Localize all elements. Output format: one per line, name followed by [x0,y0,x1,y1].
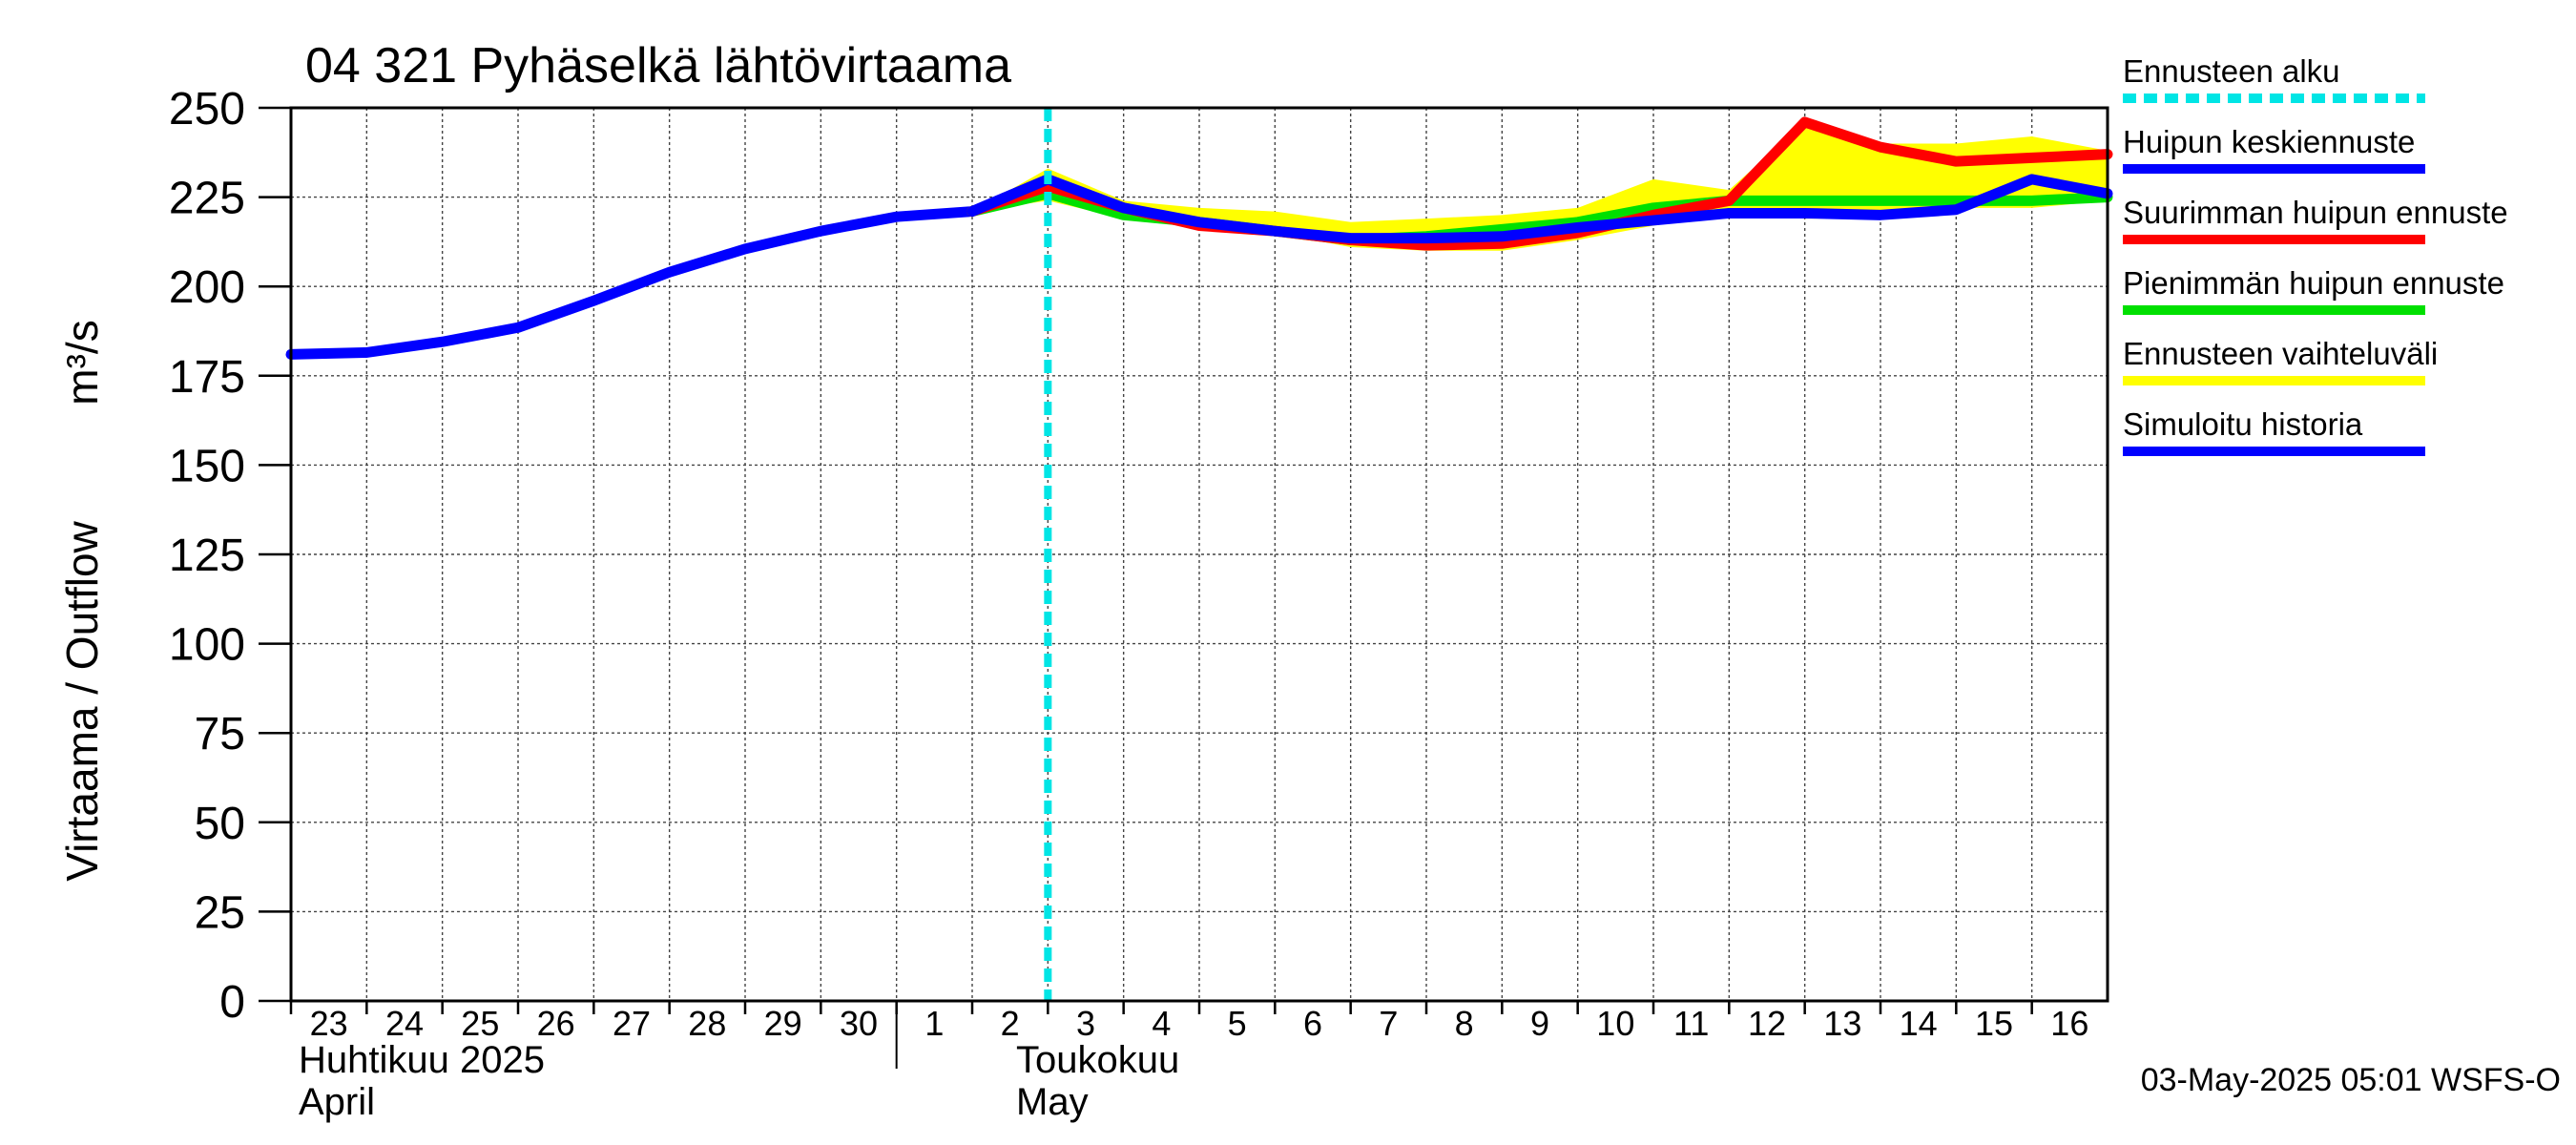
x-tick-label: 24 [385,1004,424,1043]
legend-label: Simuloitu historia [2123,406,2363,442]
footer-timestamp: 03-May-2025 05:01 WSFS-O [2141,1062,2561,1098]
x-tick-label: 10 [1596,1004,1634,1043]
legend-label: Ennusteen vaihteluväli [2123,336,2438,371]
x-tick-label: 15 [1975,1004,2013,1043]
axes [259,106,2109,1069]
forecast-range-band-layer [972,121,2108,251]
x-tick-label: 1 [924,1004,944,1043]
x-tick-label: 29 [764,1004,802,1043]
grid [291,107,2108,1001]
x-tick-label: 5 [1228,1004,1247,1043]
legend-label: Ennusteen alku [2123,53,2340,89]
x-tick-label: 6 [1303,1004,1322,1043]
x-tick-label: 16 [2050,1004,2088,1043]
x-tick-label: 12 [1748,1004,1786,1043]
y-tick-label: 175 [169,352,245,403]
y-tick-label: 100 [169,620,245,671]
legend-label: Huipun keskiennuste [2123,124,2415,159]
y-tick-label: 250 [169,84,245,135]
forecast-range-band [972,121,2108,251]
legend-label: Pienimmän huipun ennuste [2123,265,2504,301]
x-tick-label: 2 [1001,1004,1020,1043]
x-tick-label: 14 [1900,1004,1938,1043]
x-tick-label: 30 [840,1004,878,1043]
x-tick-label: 9 [1530,1004,1549,1043]
x-tick-label: 23 [310,1004,348,1043]
y-axis-title: Virtaama / Outflow [57,520,107,881]
y-tick-label: 0 [219,977,245,1028]
x-tick-label: 26 [537,1004,575,1043]
month-label-fi: Toukokuu [1016,1039,1179,1081]
month-label-en: May [1016,1081,1089,1123]
x-tick-label: 3 [1076,1004,1095,1043]
series-line-simuloitu-historia [285,174,1053,360]
y-tick-label: 200 [169,262,245,313]
x-tick-label: 7 [1379,1004,1398,1043]
series-layer [285,116,2113,360]
x-tick-label: 8 [1455,1004,1474,1043]
y-axis-unit: m³/s [57,320,107,405]
legend-label: Suurimman huipun ennuste [2123,195,2508,230]
x-tick-label: 4 [1152,1004,1171,1043]
y-tick-label: 25 [195,887,245,938]
y-tick-label: 150 [169,441,245,491]
chart-title: 04 321 Pyhäselkä lähtövirtaama [305,38,1011,94]
x-tick-label: 27 [613,1004,651,1043]
y-tick-label: 125 [169,531,245,581]
y-tick-label: 225 [169,174,245,224]
legend: Ennusteen alku Huipun keskiennuste Suurimm… [2123,53,2508,456]
month-label-en: April [299,1081,375,1123]
y-tick-label: 75 [195,709,245,760]
month-label-fi: Huhtikuu 2025 [299,1039,545,1081]
y-tick-label: 50 [195,799,245,849]
series-line-huipun-keskiennuste [966,174,2113,244]
x-tick-label: 11 [1673,1004,1709,1043]
x-tick-label: 28 [688,1004,726,1043]
x-tick-label: 13 [1823,1004,1861,1043]
x-tick-label: 25 [461,1004,499,1043]
